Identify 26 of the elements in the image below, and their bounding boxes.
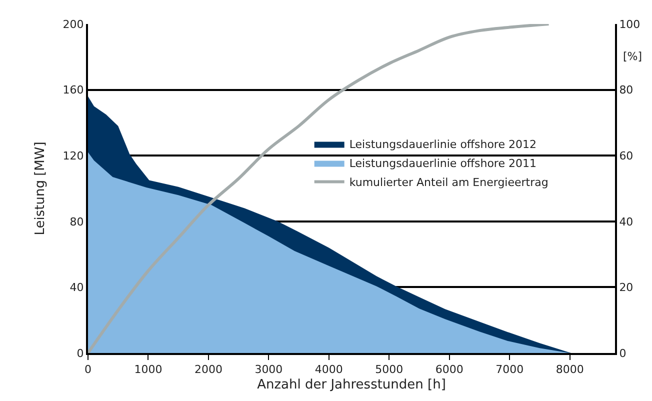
y2-tick-label: 0 <box>619 346 626 360</box>
y-tick-label: 40 <box>70 281 84 294</box>
x-tick-label: 6000 <box>435 363 464 376</box>
x-tick-label: 8000 <box>556 363 584 376</box>
legend-label: Leistungsdauerlinie offshore 2012 <box>349 138 536 152</box>
x-tick-label: 3000 <box>254 363 283 376</box>
y-axis-title: Leistung [MW] <box>33 142 48 236</box>
x-tick-label: 5000 <box>375 363 404 376</box>
y-tick-label: 120 <box>62 149 84 162</box>
y2-tick-label: 60 <box>619 149 634 162</box>
y2-tick-label: 80 <box>619 84 634 97</box>
y-tick-label: 0 <box>76 346 84 360</box>
y2-tick-label: 100 <box>619 18 640 31</box>
y-tick-label: 200 <box>62 18 84 31</box>
x-tick-label: 7000 <box>496 363 524 376</box>
y-tick-label: 80 <box>70 215 84 228</box>
x-tick-label: 2000 <box>194 363 222 376</box>
x-axis-title: Anzahl der Jahresstunden [h] <box>257 377 446 392</box>
x-tick-label: 1000 <box>134 363 162 376</box>
y2-tick-label: 20 <box>619 281 634 294</box>
legend-label: Leistungsdauerlinie offshore 2011 <box>349 157 536 170</box>
x-tick-label: 4000 <box>314 363 343 376</box>
y2-axis-title: [%] <box>623 50 642 63</box>
y2-tick-label: 40 <box>619 215 634 228</box>
y-tick-label: 160 <box>62 84 84 97</box>
legend-label: kumulierter Anteil am Energieertrag <box>349 176 548 190</box>
